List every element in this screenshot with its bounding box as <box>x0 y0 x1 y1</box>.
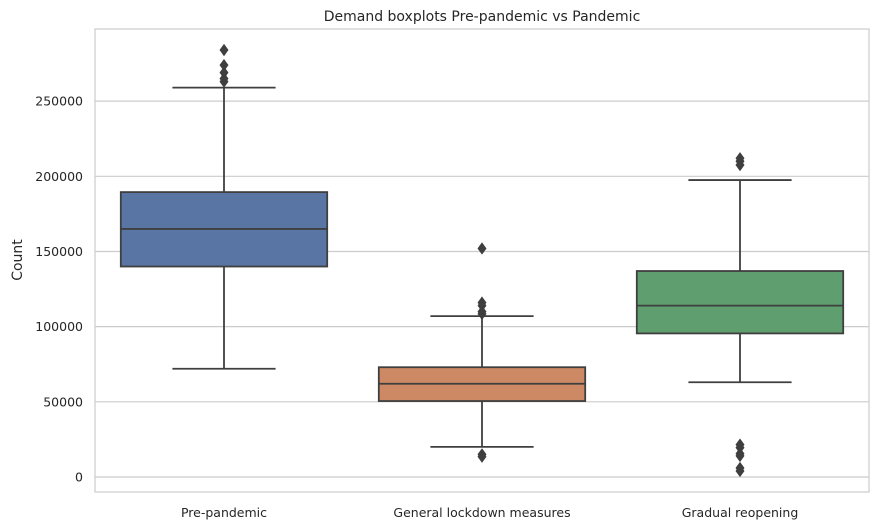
x-tick-label: General lockdown measures <box>393 505 570 520</box>
outlier-point <box>735 158 745 172</box>
box-group <box>635 152 845 478</box>
y-tick-label: 100000 <box>35 319 83 334</box>
outlier-point <box>477 307 487 321</box>
y-axis-label: Count <box>10 239 26 281</box>
outlier-point <box>219 43 229 57</box>
outlier-point <box>477 242 487 255</box>
box-series <box>119 43 845 478</box>
chart-title: Demand boxplots Pre-pandemic vs Pandemic <box>324 9 641 25</box>
y-tick-labels: 0 50000 100000 150000 200000 250000 <box>35 94 83 485</box>
y-tick-label: 50000 <box>43 394 83 409</box>
outlier-point <box>219 75 229 88</box>
y-tick-label: 150000 <box>35 244 83 259</box>
box-group <box>119 43 329 370</box>
box-group <box>377 242 587 463</box>
iqr-box <box>635 270 845 335</box>
outlier-point <box>735 449 745 463</box>
y-tick-label: 200000 <box>35 169 83 184</box>
x-tick-label: Pre-pandemic <box>181 505 267 520</box>
y-tick-label: 0 <box>75 469 83 484</box>
outlier-point <box>735 464 745 478</box>
x-tick-label: Gradual reopening <box>682 505 799 520</box>
outlier-point <box>477 450 487 463</box>
y-tick-label: 250000 <box>35 94 83 109</box>
x-tick-labels: Pre-pandemic General lockdown measures Gra… <box>181 505 798 520</box>
